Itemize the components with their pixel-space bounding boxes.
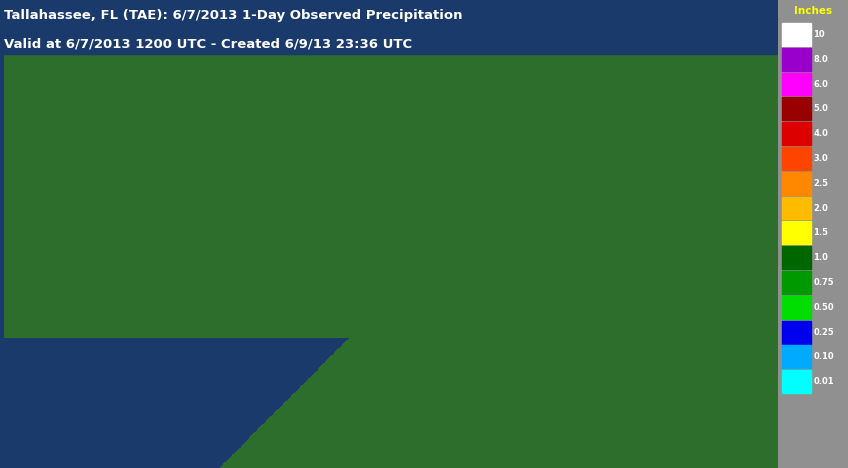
Bar	[782, 246, 812, 269]
Text: 2.0: 2.0	[813, 204, 828, 212]
Bar	[782, 197, 812, 219]
Bar	[782, 221, 812, 244]
Text: 6.0: 6.0	[813, 80, 828, 88]
Bar	[782, 370, 812, 393]
Text: 2.5: 2.5	[813, 179, 828, 188]
Bar	[782, 122, 812, 145]
Text: 4.0: 4.0	[813, 129, 828, 138]
Text: 0.25: 0.25	[813, 328, 834, 336]
Text: Inches: Inches	[795, 6, 832, 15]
Text: 5.0: 5.0	[813, 104, 828, 113]
Bar	[782, 48, 812, 71]
Bar	[782, 73, 812, 95]
Bar	[782, 97, 812, 120]
Text: 0.50: 0.50	[813, 303, 834, 312]
Bar	[782, 321, 812, 344]
Text: 3.0: 3.0	[813, 154, 828, 163]
Text: 1.0: 1.0	[813, 253, 828, 262]
Bar	[0, 0, 778, 54]
Bar	[782, 172, 812, 195]
Text: 0.10: 0.10	[813, 352, 834, 361]
Text: 1.5: 1.5	[813, 228, 828, 237]
Bar	[782, 345, 812, 368]
Text: 8.0: 8.0	[813, 55, 828, 64]
Text: 10: 10	[813, 30, 825, 39]
Bar	[782, 147, 812, 170]
Text: 0.01: 0.01	[813, 377, 834, 386]
Text: 0.75: 0.75	[813, 278, 834, 287]
Bar	[782, 271, 812, 294]
Bar	[782, 23, 812, 46]
Bar	[782, 296, 812, 319]
Text: Valid at 6/7/2013 1200 UTC - Created 6/9/13 23:36 UTC: Valid at 6/7/2013 1200 UTC - Created 6/9…	[4, 37, 412, 51]
Text: Tallahassee, FL (TAE): 6/7/2013 1-Day Observed Precipitation: Tallahassee, FL (TAE): 6/7/2013 1-Day Ob…	[4, 9, 462, 22]
